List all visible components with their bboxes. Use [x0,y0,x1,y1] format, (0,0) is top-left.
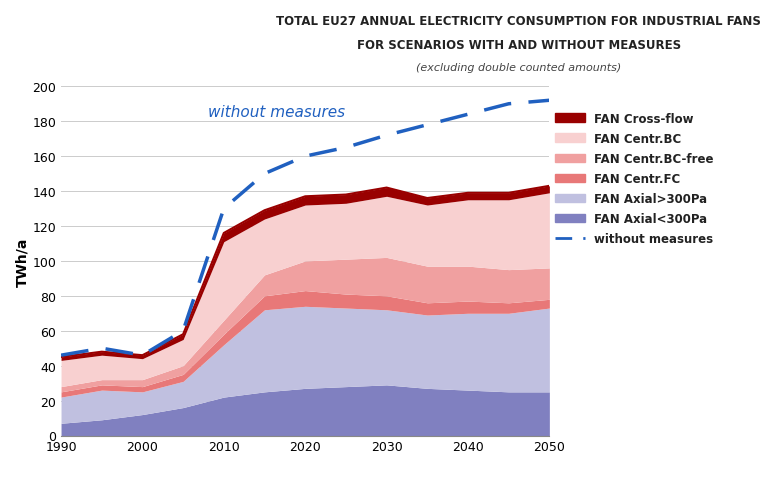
Text: without measures: without measures [208,105,345,120]
Legend: FAN Cross-flow, FAN Centr.BC, FAN Centr.BC-free, FAN Centr.FC, FAN Axial>300Pa, : FAN Cross-flow, FAN Centr.BC, FAN Centr.… [555,112,713,245]
Text: (excluding double counted amounts): (excluding double counted amounts) [416,63,622,73]
Text: FOR SCENARIOS WITH AND WITHOUT MEASURES: FOR SCENARIOS WITH AND WITHOUT MEASURES [357,39,681,52]
Text: TOTAL EU27 ANNUAL ELECTRICITY CONSUMPTION FOR INDUSTRIAL FANS: TOTAL EU27 ANNUAL ELECTRICITY CONSUMPTIO… [276,15,761,28]
Y-axis label: TWh/a: TWh/a [15,237,30,286]
